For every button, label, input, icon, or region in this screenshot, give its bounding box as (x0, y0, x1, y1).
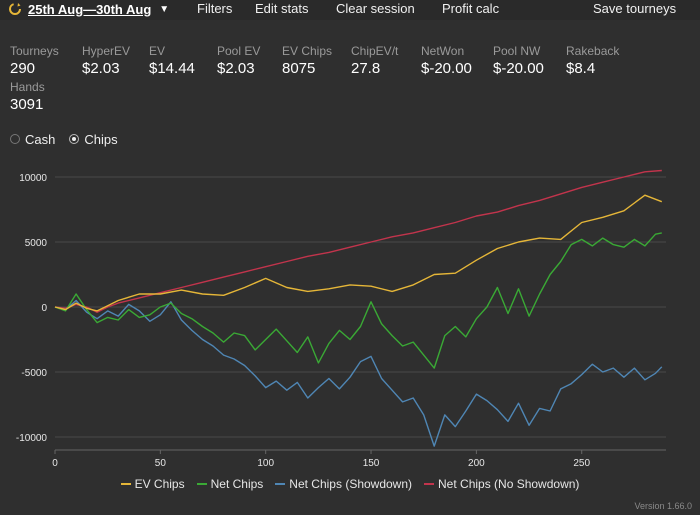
stat-value: $8.4 (566, 60, 596, 77)
stat-value: 290 (10, 60, 36, 77)
profit-calc-button[interactable]: Profit calc (442, 1, 500, 16)
stat-ev-chips: EV Chips 8075 (282, 44, 362, 78)
chart-mode-selector: Cash Chips (10, 130, 118, 148)
x-tick-label: 200 (468, 458, 485, 469)
stat-pool-ev: Pool EV $2.03 (217, 44, 297, 78)
stat-rakeback: Rakeback $8.4 (566, 44, 646, 78)
series-line-net-chips-showdown (54, 299, 663, 447)
stat-value: $2.03 (217, 60, 255, 77)
filters-button[interactable]: Filters (197, 1, 233, 16)
legend-item-ev-chips[interactable]: EV Chips (120, 477, 185, 491)
legend-label[interactable]: Net Chips (No Showdown) (438, 477, 580, 491)
stat-value: $-20.00 (493, 60, 544, 77)
chips-radio[interactable]: Chips (69, 131, 118, 147)
y-tick-label: 10000 (19, 173, 47, 184)
legend-swatch (120, 483, 131, 485)
stat-hyperev: HyperEV $2.03 (82, 44, 162, 78)
cash-radio[interactable]: Cash (10, 132, 55, 147)
stat-label: ChipEV/t (351, 44, 399, 58)
chips-radio-button[interactable] (69, 134, 80, 144)
version-label: Version 1.66.0 (634, 501, 692, 511)
x-tick-label: 150 (363, 458, 380, 469)
stat-label: Hands (10, 80, 45, 94)
stat-pool-nw: Pool NW $-20.00 (493, 44, 573, 78)
y-tick-label: -10000 (16, 433, 48, 444)
legend-label[interactable]: EV Chips (134, 477, 185, 491)
stat-label: EV (149, 44, 166, 58)
stat-label: Pool NW (493, 44, 541, 58)
x-tick-label: 50 (155, 458, 167, 469)
top-toolbar: 25th Aug—30th Aug ▼ Filters Edit stats C… (0, 0, 700, 20)
legend-label[interactable]: Net Chips (Showdown) (289, 477, 413, 491)
date-range-label[interactable]: 25th Aug—30th Aug (28, 1, 152, 17)
stat-ev: EV $14.44 (149, 44, 229, 78)
stat-hands: Hands 3091 (10, 80, 90, 114)
stat-value: $-20.00 (421, 60, 472, 77)
stat-label: Rakeback (566, 44, 620, 58)
stat-value: $14.44 (149, 60, 195, 77)
profit-chart: 10000 5000 0 -5000 -10000 0 50 100 150 200 250 (0, 160, 700, 490)
y-tick-label: 5000 (25, 238, 48, 249)
legend-item-net-chips-showdown[interactable]: Net Chips (Showdown) (275, 477, 412, 491)
stat-label: Pool EV (217, 44, 261, 58)
stat-label: HyperEV (82, 44, 131, 58)
legend-swatch (196, 483, 207, 485)
stat-label: NetWon (421, 44, 465, 58)
x-tick-label: 0 (52, 458, 58, 469)
legend-item-net-chips-no-showdown[interactable]: Net Chips (No Showdown) (424, 477, 579, 491)
stat-tourneys: Tourneys 290 (10, 44, 90, 78)
save-tourneys-button[interactable]: Save tourneys (593, 1, 677, 16)
stat-value: $2.03 (82, 60, 120, 77)
chips-radio-label[interactable]: Chips (84, 131, 118, 147)
series-line-net-chips (54, 232, 662, 369)
chart-legend: EV Chips Net Chips Net Chips (Showdown) … (0, 477, 700, 491)
series-line-ev-chips (54, 194, 663, 312)
x-tick-label: 100 (257, 458, 274, 469)
x-tick-label: 250 (573, 458, 590, 469)
stat-chipev-per-tourney: ChipEV/t 27.8 (351, 44, 431, 78)
legend-swatch (424, 483, 435, 485)
date-range-picker[interactable]: 25th Aug—30th Aug ▼ (8, 0, 169, 18)
clear-session-button[interactable]: Clear session (336, 1, 415, 16)
stat-netwon: NetWon $-20.00 (421, 44, 501, 78)
legend-label[interactable]: Net Chips (210, 477, 264, 491)
refresh-icon[interactable] (8, 2, 22, 16)
y-tick-label: -5000 (21, 368, 47, 379)
stat-label: EV Chips (282, 44, 333, 58)
stat-value: 8075 (282, 60, 316, 77)
y-tick-label: 0 (41, 303, 47, 314)
stat-value: 3091 (10, 96, 44, 113)
stat-value: 27.8 (351, 60, 381, 77)
edit-stats-button[interactable]: Edit stats (255, 1, 309, 16)
series-line-net-chips-no-showdown (54, 169, 662, 313)
chevron-down-icon[interactable]: ▼ (159, 3, 170, 15)
cash-radio-button[interactable] (10, 134, 20, 144)
stat-label: Tourneys (10, 44, 59, 58)
legend-swatch (275, 483, 286, 485)
cash-radio-label[interactable]: Cash (25, 131, 56, 147)
profit-chart-svg: 10000 5000 0 -5000 -10000 0 50 100 150 200 250 (16, 169, 666, 469)
legend-item-net-chips[interactable]: Net Chips (196, 477, 264, 491)
